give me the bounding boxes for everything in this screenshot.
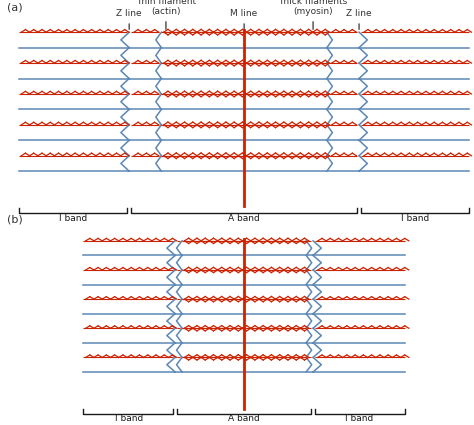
Text: I band: I band	[115, 414, 143, 423]
Text: Thick filaments
(myosin): Thick filaments (myosin)	[278, 0, 348, 29]
Text: Z line: Z line	[346, 9, 372, 29]
Text: I band: I band	[401, 214, 429, 223]
Text: A band: A band	[228, 214, 260, 223]
Text: A band: A band	[228, 414, 260, 423]
Text: I band: I band	[345, 414, 373, 423]
Text: Thin filament
(actin): Thin filament (actin)	[136, 0, 196, 29]
Text: I band: I band	[59, 214, 87, 223]
Text: (a): (a)	[7, 2, 23, 12]
Text: (b): (b)	[7, 215, 23, 224]
Text: Z line: Z line	[116, 9, 142, 29]
Text: M line: M line	[230, 9, 258, 29]
